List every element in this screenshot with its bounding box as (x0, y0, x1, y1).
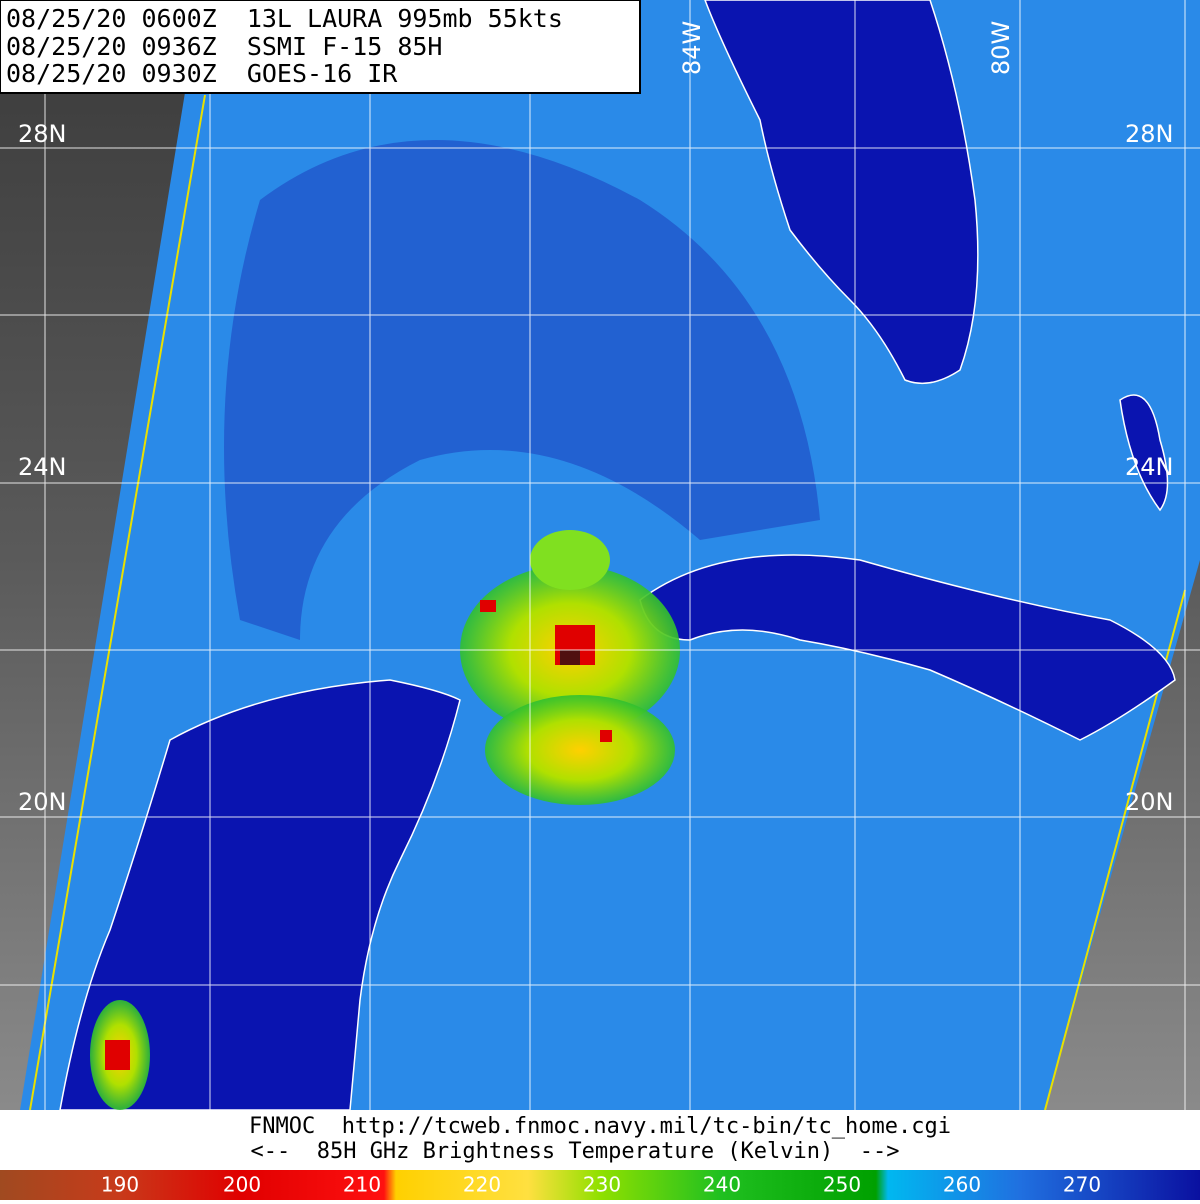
longitude-label: 84W (678, 21, 706, 75)
header-line: 08/25/20 0600Z 13L LAURA 995mb 55kts (6, 4, 563, 33)
latitude-label: 20N (1125, 788, 1174, 816)
colorbar-label: 270 (1063, 1173, 1101, 1197)
yucatan (59, 679, 461, 1111)
deep-convection (600, 730, 612, 742)
colorbar-label: 230 (583, 1173, 621, 1197)
footer-background (0, 1110, 1200, 1170)
deep-convection (480, 600, 496, 612)
grid (0, 0, 1200, 1110)
colorbar-label: 210 (343, 1173, 381, 1197)
latitude-label: 20N (18, 788, 67, 816)
dry-band (224, 140, 820, 640)
deep-convection (560, 650, 580, 665)
header: 08/25/20 0600Z 13L LAURA 995mb 55kts 08/… (0, 0, 641, 94)
florida (704, 0, 979, 385)
bahamas (1119, 394, 1169, 512)
colorbar-label: 250 (823, 1173, 861, 1197)
colorbar-label: 260 (943, 1173, 981, 1197)
colorbar-label: 220 (463, 1173, 501, 1197)
header-box (0, 0, 641, 94)
latitude-label: 28N (18, 120, 67, 148)
colorbar-label: 200 (223, 1173, 261, 1197)
latitude-label: 24N (1125, 453, 1174, 481)
deep-convection (105, 1040, 130, 1070)
colorbar-label: 240 (703, 1173, 741, 1197)
colorbar-label: 190 (101, 1173, 139, 1197)
convection (530, 530, 610, 590)
header-line: 08/25/20 0930Z GOES-16 IR (6, 59, 398, 88)
map-area: 28N 28N 24N 24N 20N 20N 84W 80W (0, 0, 1200, 1111)
cuba (639, 554, 1176, 741)
colorbar (0, 1170, 1200, 1200)
footer: FNMOC http://tcweb.fnmoc.navy.mil/tc-bin… (0, 1110, 1200, 1200)
caption-line: <-- 85H GHz Brightness Temperature (Kelv… (250, 1139, 899, 1164)
latitude-label: 24N (18, 453, 67, 481)
latitude-label: 28N (1125, 120, 1174, 148)
swath-edge (29, 94, 206, 1111)
convection (485, 695, 675, 805)
header-line: 08/25/20 0936Z SSMI F-15 85H (6, 32, 443, 61)
source-line: FNMOC http://tcweb.fnmoc.navy.mil/tc-bin… (249, 1114, 951, 1139)
longitude-label: 80W (987, 21, 1015, 75)
